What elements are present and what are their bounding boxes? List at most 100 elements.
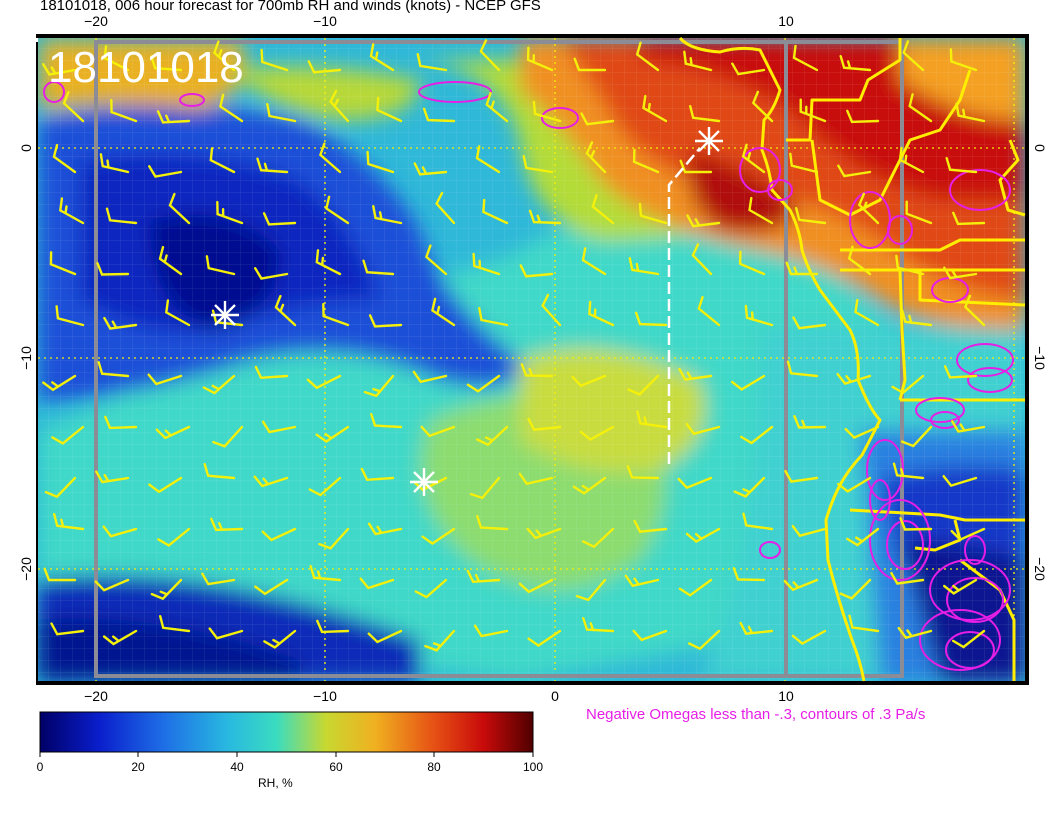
wind-barb-95: [322, 302, 350, 327]
star-marker-north: [695, 127, 723, 155]
wind-barb-34: [908, 93, 933, 123]
bottom-tick-2: −10: [313, 688, 337, 704]
wind-barb-113: [306, 374, 342, 390]
wind-barb-91: [103, 316, 138, 330]
wind-barb-96: [368, 314, 403, 328]
right-tick-3: −20: [1032, 557, 1048, 581]
wind-barb-141: [844, 425, 880, 440]
wind-barb-36: [52, 143, 77, 174]
wind-barb-27: [532, 100, 562, 123]
wind-barb-26: [485, 92, 509, 123]
wind-barb-29: [642, 94, 668, 123]
wind-barb-201: [208, 627, 244, 640]
left-tick-3: −20: [18, 557, 34, 581]
wind-barb-94: [274, 294, 297, 327]
wind-barb-180: [43, 567, 77, 582]
wind-barb-59: [325, 195, 350, 225]
wind-barb-80: [472, 252, 501, 276]
wind-barb-49: [741, 143, 766, 174]
wind-barb-51: [837, 164, 872, 178]
wind-barb-181: [94, 578, 130, 592]
wind-barb-18: [62, 90, 85, 123]
wind-barb-213: [848, 614, 880, 633]
wind-barb-76: [254, 267, 289, 280]
coastline: [678, 36, 1026, 682]
wind-barb-164: [157, 527, 191, 547]
wind-barb-214: [897, 626, 933, 640]
wind-barb-169: [421, 527, 456, 545]
left-tick-2: −10: [18, 346, 34, 370]
wind-barb-82: [581, 247, 607, 276]
wind-barb-66: [686, 214, 721, 228]
wind-barb-50: [789, 152, 819, 174]
wind-barb-182: [150, 578, 183, 601]
wind-barb-46: [585, 141, 607, 174]
wind-barb-12: [683, 50, 713, 72]
colorbar-label: RH, %: [258, 776, 293, 790]
wind-barb-53: [945, 157, 978, 174]
colorbar-tick-80: 80: [427, 760, 441, 774]
wind-barb-104: [792, 316, 827, 330]
wind-barb-21: [219, 93, 244, 123]
colorbar-tick-100: 100: [522, 760, 544, 774]
wind-barb-54: [59, 197, 85, 225]
wind-barb-193: [732, 567, 766, 582]
wind-barb-147: [203, 463, 236, 480]
wind-barb-119: [627, 374, 660, 396]
wind-barb-186: [359, 577, 395, 590]
wind-barb-168: [367, 522, 403, 536]
wind-barb-58: [262, 212, 297, 226]
wind-barb-109: [97, 361, 130, 378]
wind-barb-148: [253, 475, 289, 488]
wind-barb-118: [571, 374, 607, 388]
wind-barb-142: [900, 425, 933, 448]
wind-barb-62: [482, 198, 509, 225]
wind-barb-116: [466, 374, 501, 393]
wind-barb-170: [476, 515, 509, 531]
wind-barb-137: [636, 410, 668, 429]
wind-barb-74: [158, 245, 183, 276]
wind-barb-215: [952, 629, 986, 649]
wind-barb-144: [44, 476, 77, 499]
top-tick-1: −20: [84, 13, 108, 29]
wind-barb-166: [261, 527, 297, 542]
wind-barb-167: [318, 527, 350, 550]
wind-barb-0: [42, 63, 77, 76]
wind-barb-65: [638, 202, 668, 225]
wind-barb-98: [478, 307, 509, 327]
wind-barb-63: [528, 209, 562, 225]
wind-barb-71: [952, 211, 986, 226]
wind-barb-99: [541, 293, 562, 327]
wind-barb-6: [369, 43, 395, 72]
wind-barb-7: [416, 53, 448, 72]
wind-barb-9: [526, 46, 554, 72]
wind-barb-146: [148, 476, 183, 494]
wind-barb-122: [786, 360, 819, 378]
bottom-tick-1: −20: [84, 688, 108, 704]
wind-barb-184: [254, 578, 289, 596]
wind-barb-16: [902, 40, 925, 72]
wind-barb-196: [890, 571, 925, 585]
wind-barb-111: [202, 374, 236, 395]
wind-barb-83: [628, 257, 660, 276]
wind-barb-110: [147, 373, 183, 386]
wind-barb-131: [315, 425, 350, 443]
wind-barb-140: [793, 415, 827, 429]
wind-barb-125: [943, 365, 978, 379]
wind-barb-10: [573, 57, 607, 72]
wind-barb-78: [362, 259, 395, 276]
wind-barb-32: [799, 98, 827, 123]
wind-barb-189: [518, 578, 554, 594]
right-tick-2: −10: [1032, 346, 1048, 370]
wind-barb-174: [685, 527, 721, 544]
colorbar-tick-60: 60: [329, 760, 343, 774]
wind-barb-159: [837, 476, 872, 493]
wind-barb-203: [316, 619, 350, 634]
wind-barb-154: [572, 476, 607, 495]
wind-barb-43: [413, 162, 448, 176]
wind-barb-191: [624, 574, 660, 588]
wind-barb-139: [740, 425, 774, 445]
wind-barb-101: [634, 311, 668, 327]
wind-barb-4: [260, 48, 289, 72]
wind-barb-8: [479, 39, 501, 72]
